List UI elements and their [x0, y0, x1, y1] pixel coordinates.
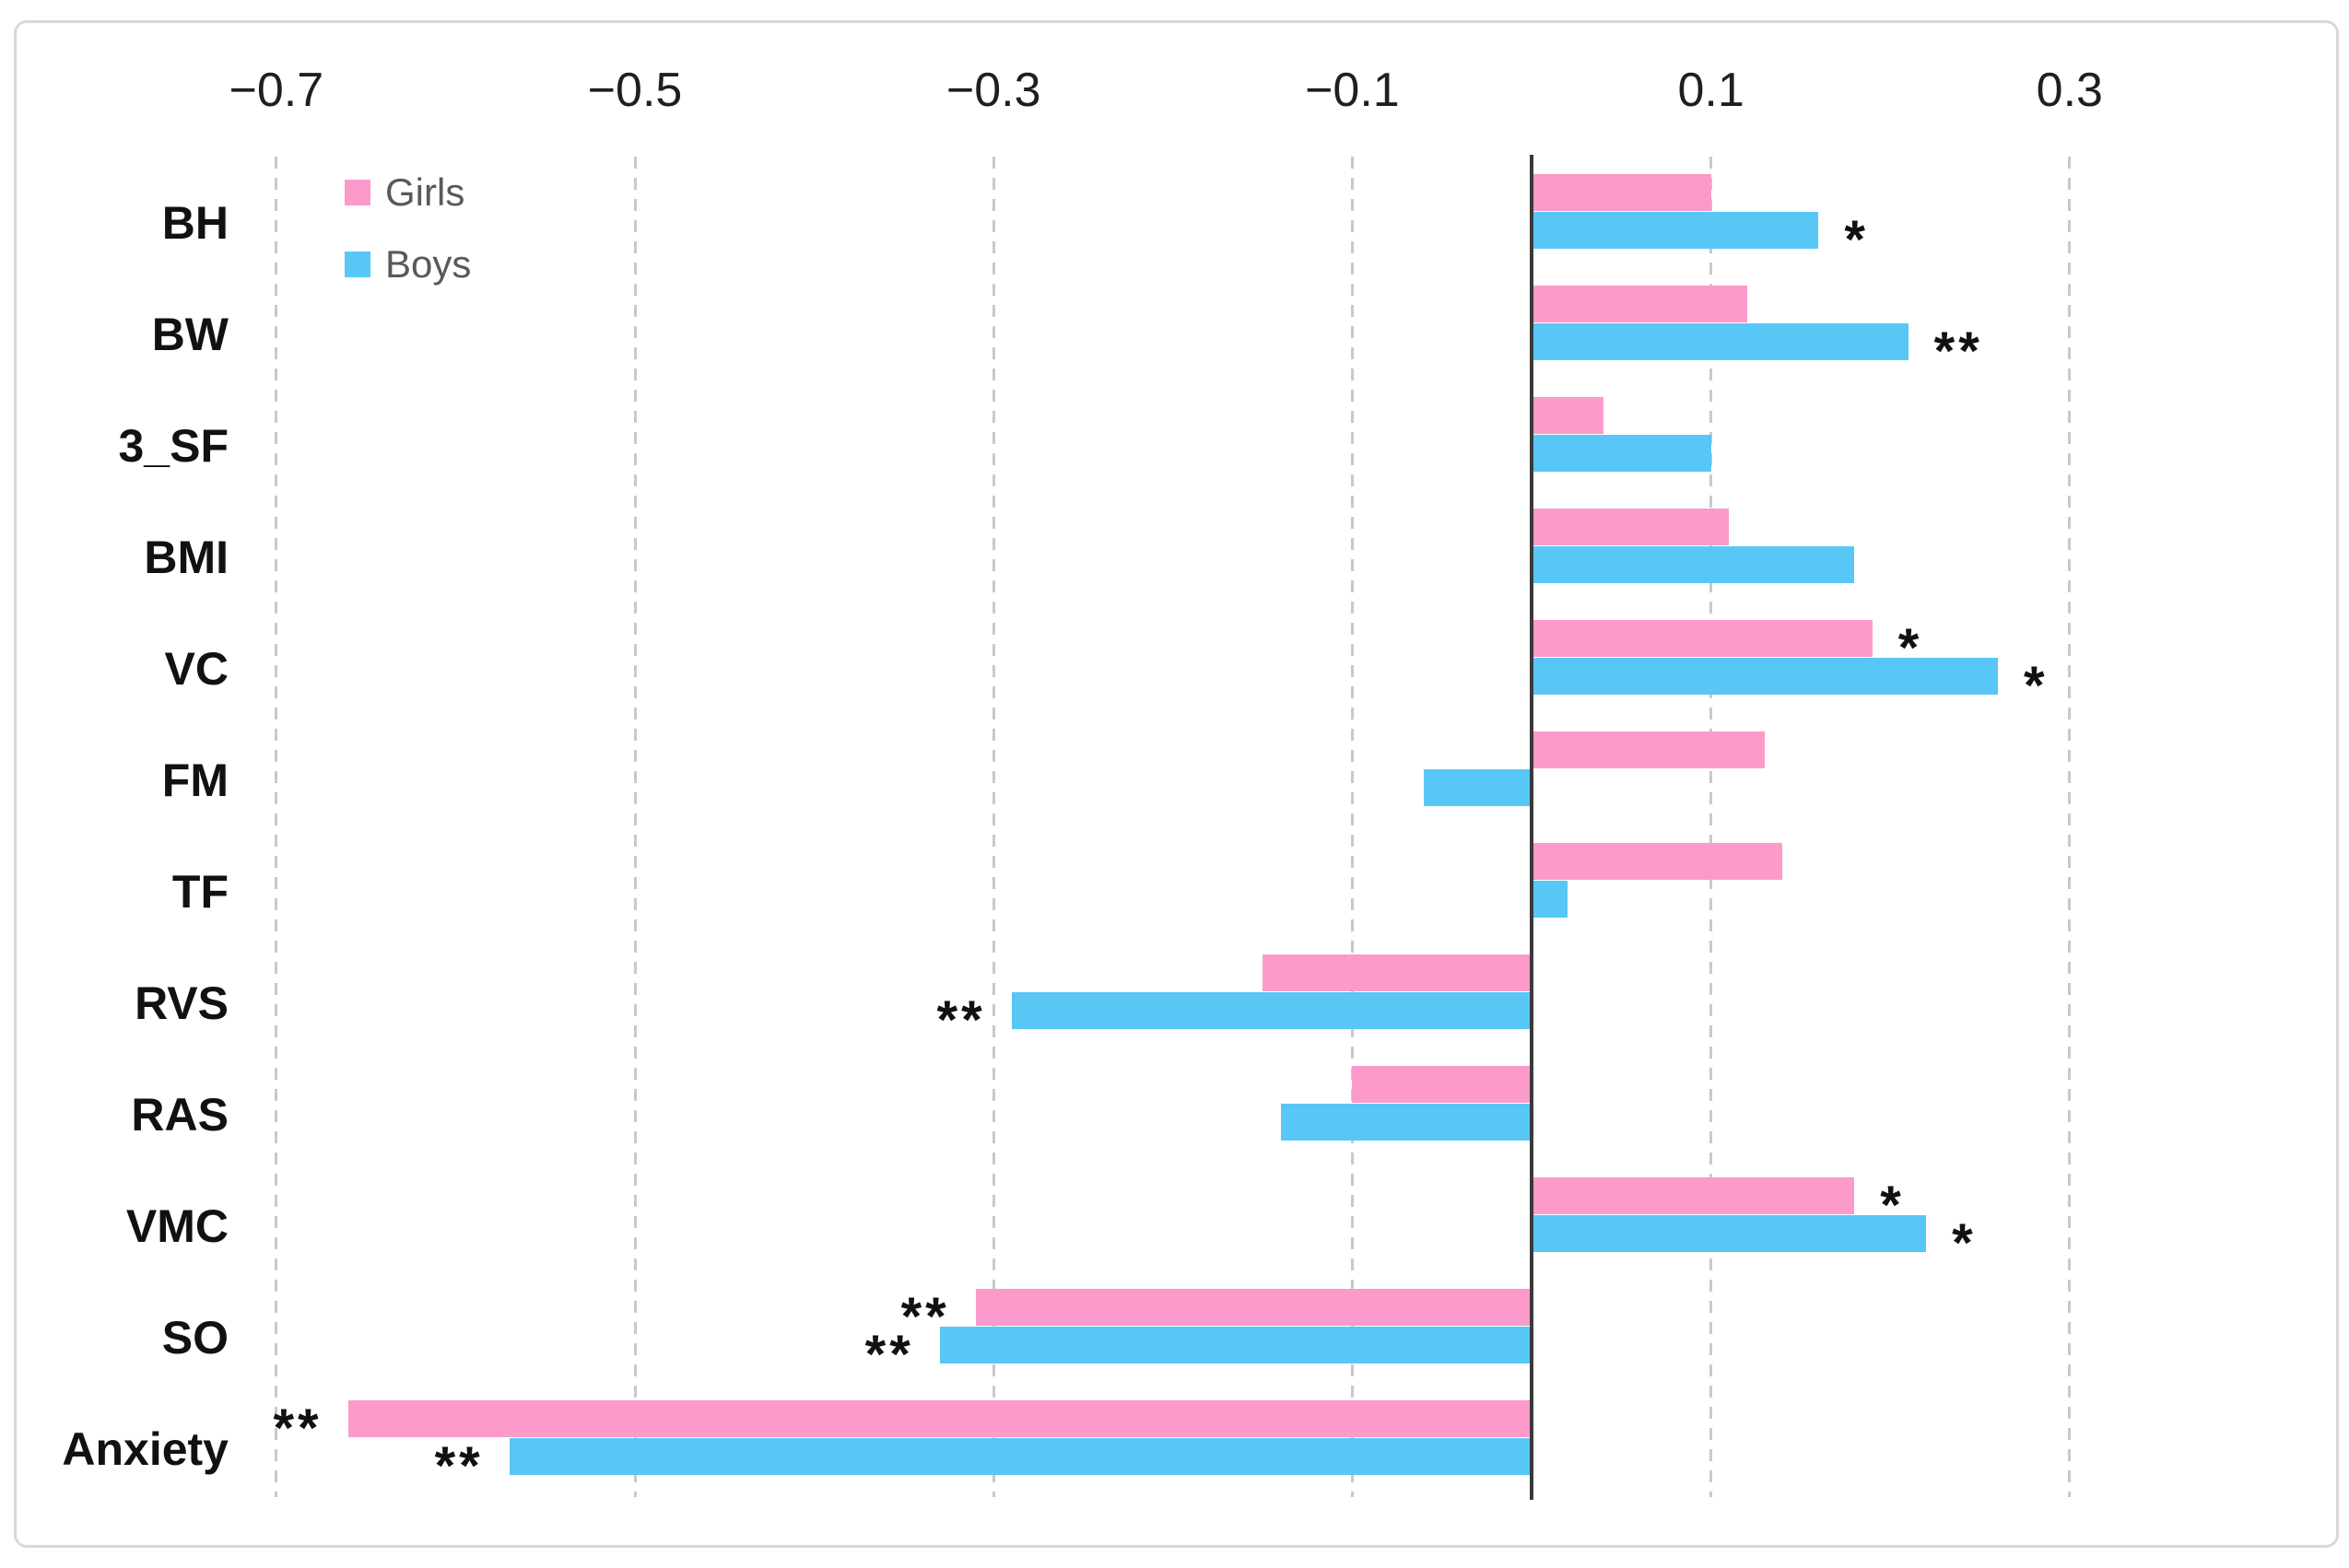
x-tick-−0.1: −0.1	[1305, 64, 1400, 117]
bar-girls-TF	[1532, 843, 1783, 880]
x-tick-0.3: 0.3	[2036, 64, 2103, 117]
significance-marker-girls-Anxiety: **	[273, 1398, 323, 1458]
zero-axis-line	[1530, 155, 1533, 1500]
boys-swatch-icon	[345, 252, 370, 277]
category-label-Anxiety: Anxiety	[62, 1423, 229, 1475]
category-label-BW: BW	[151, 309, 229, 360]
gridline-−0.7	[275, 157, 278, 1497]
legend-item-boys: Boys	[345, 243, 471, 286]
bar-girls-VC	[1532, 620, 1873, 657]
bar-girls-BW	[1532, 286, 1747, 322]
bar-boys-BMI	[1532, 546, 1855, 583]
bar-boys-TF	[1532, 881, 1568, 918]
significance-marker-boys-BW: **	[1933, 322, 1983, 381]
bar-boys-RAS	[1280, 1104, 1532, 1141]
category-label-VC: VC	[164, 643, 229, 695]
gridline-−0.1	[1350, 157, 1354, 1497]
legend-label-girls: Girls	[385, 170, 465, 214]
bar-boys-RVS	[1011, 992, 1532, 1029]
gridline-0.1	[1709, 157, 1713, 1497]
bar-boys-BH	[1532, 212, 1819, 249]
x-tick-−0.7: −0.7	[229, 64, 324, 117]
x-tick-−0.5: −0.5	[587, 64, 683, 117]
bar-girls-VMC	[1532, 1177, 1855, 1214]
x-tick-0.1: 0.1	[1677, 64, 1744, 117]
significance-marker-girls-VMC: *	[1880, 1176, 1905, 1235]
gridline-0.3	[2068, 157, 2072, 1497]
bar-girls-Anxiety	[347, 1400, 1532, 1437]
bar-boys-VMC	[1532, 1215, 1927, 1252]
category-label-TF: TF	[171, 866, 229, 918]
category-label-FM: FM	[161, 755, 229, 806]
significance-marker-boys-SO: **	[864, 1325, 914, 1385]
category-label-BH: BH	[161, 197, 229, 249]
girls-swatch-icon	[345, 180, 370, 205]
category-label-BMI: BMI	[144, 532, 229, 583]
significance-marker-boys-Anxiety: **	[434, 1436, 484, 1496]
category-label-SO: SO	[161, 1312, 229, 1363]
bar-girls-FM	[1532, 731, 1765, 768]
legend-item-girls: Girls	[345, 171, 464, 214]
bar-boys-Anxiety	[509, 1438, 1532, 1475]
bar-girls-RAS	[1352, 1066, 1532, 1103]
bar-girls-SO	[975, 1289, 1532, 1326]
legend-label-boys: Boys	[385, 242, 472, 286]
significance-marker-girls-SO: **	[900, 1287, 950, 1347]
category-label-3_SF: 3_SF	[118, 420, 229, 472]
significance-marker-boys-VMC: *	[1952, 1213, 1977, 1273]
significance-marker-boys-BH: *	[1844, 210, 1869, 270]
gridline-−0.5	[633, 157, 637, 1497]
category-label-RAS: RAS	[131, 1089, 229, 1141]
x-tick-−0.3: −0.3	[945, 64, 1041, 117]
category-label-RVS: RVS	[135, 977, 229, 1029]
significance-marker-boys-VC: *	[2023, 656, 2049, 716]
category-label-VMC: VMC	[125, 1200, 229, 1252]
bar-girls-BMI	[1532, 509, 1730, 545]
bar-boys-FM	[1424, 769, 1532, 806]
bar-girls-BH	[1532, 174, 1711, 211]
bar-boys-3_SF	[1532, 435, 1711, 472]
gridline-−0.3	[992, 157, 995, 1497]
bar-boys-SO	[939, 1327, 1532, 1363]
bar-boys-VC	[1532, 658, 1998, 695]
significance-marker-boys-RVS: **	[936, 990, 986, 1050]
bar-boys-BW	[1532, 323, 1909, 360]
significance-marker-girls-VC: *	[1897, 618, 1923, 678]
bar-girls-RVS	[1263, 954, 1532, 991]
bar-girls-3_SF	[1532, 397, 1603, 434]
